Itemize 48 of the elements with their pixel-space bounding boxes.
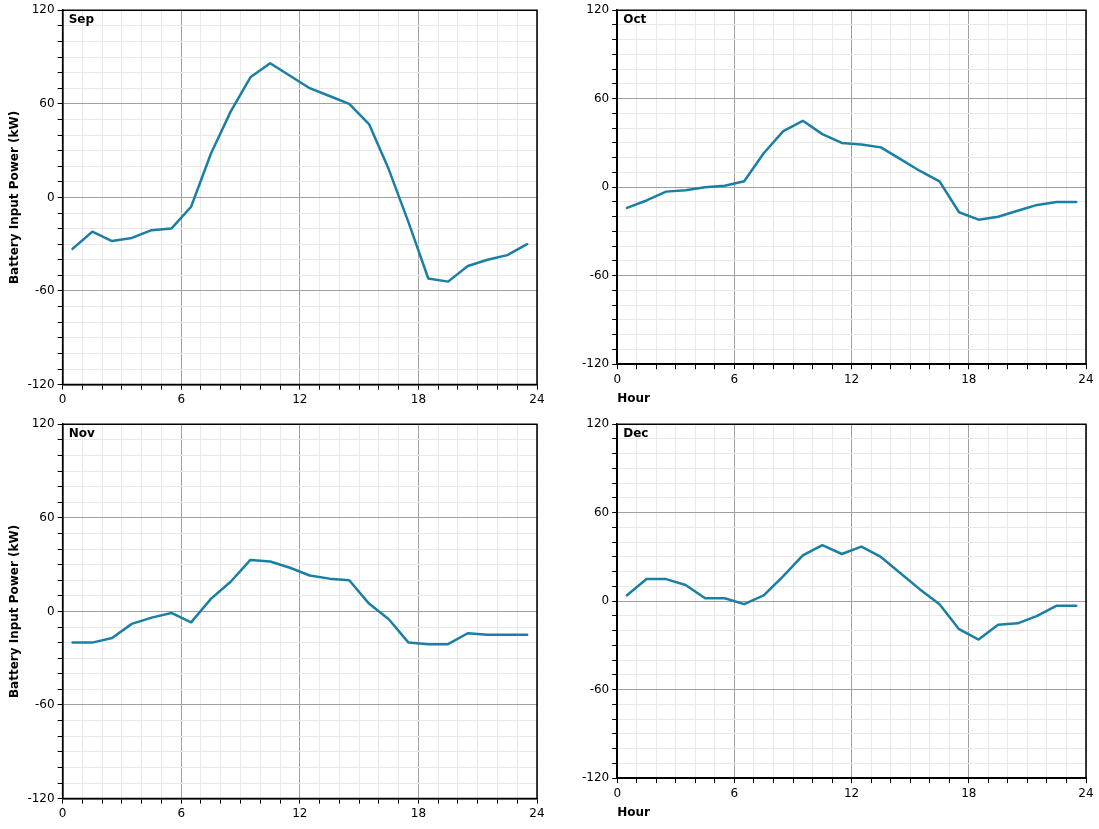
y-tick-label: 60 <box>593 504 610 519</box>
x-tick-label: 24 <box>1078 785 1094 800</box>
chart-title: Dec <box>623 426 649 441</box>
y-tick-label: 120 <box>31 2 55 17</box>
x-tick-label: 0 <box>58 805 67 820</box>
x-tick-label: 12 <box>292 391 308 406</box>
x-tick-label: 6 <box>177 805 186 820</box>
y-tick-label: -60 <box>589 681 610 696</box>
y-axis-title: Battery Input Power (kW) <box>7 110 22 285</box>
x-tick-label: 6 <box>177 391 186 406</box>
chart-title: Sep <box>68 12 95 27</box>
x-tick-label: 12 <box>843 371 860 386</box>
y-tick-label: -120 <box>27 376 55 391</box>
x-tick-label: 6 <box>730 785 739 800</box>
y-tick-label: -120 <box>27 790 55 805</box>
y-tick-label: -120 <box>582 770 610 785</box>
y-axis-title: Battery Input Power (kW) <box>7 524 22 699</box>
chart-title: Oct <box>623 12 647 27</box>
y-tick-label: 60 <box>593 90 610 105</box>
y-tick-label: 60 <box>39 95 55 110</box>
y-tick-label: -60 <box>589 267 610 282</box>
chart-title: Nov <box>68 426 95 441</box>
y-tick-label: 120 <box>31 416 55 431</box>
x-tick-label: 24 <box>529 805 545 820</box>
x-tick-label: 18 <box>410 805 427 820</box>
x-tick-label: 0 <box>613 785 622 800</box>
x-tick-label: 24 <box>529 391 545 406</box>
y-tick-label: 0 <box>601 179 610 194</box>
y-tick-label: 60 <box>39 509 55 524</box>
y-tick-label: 0 <box>46 603 55 618</box>
y-tick-label: 0 <box>46 189 55 204</box>
y-tick-label: -60 <box>35 283 55 298</box>
x-tick-label: 0 <box>58 391 67 406</box>
y-tick-label: -60 <box>35 697 55 712</box>
x-axis-title: Hour <box>617 804 651 819</box>
y-tick-label: 120 <box>586 416 610 431</box>
y-tick-label: 120 <box>586 2 610 17</box>
x-tick-label: 12 <box>843 785 860 800</box>
x-tick-label: 24 <box>1078 371 1094 386</box>
x-tick-label: 18 <box>961 371 977 386</box>
x-tick-label: 12 <box>292 805 308 820</box>
x-tick-label: 6 <box>730 371 739 386</box>
x-tick-label: 18 <box>410 391 427 406</box>
y-tick-label: -120 <box>582 356 610 371</box>
x-tick-label: 18 <box>961 785 977 800</box>
x-tick-label: 0 <box>613 371 622 386</box>
y-tick-label: 0 <box>601 593 610 608</box>
x-axis-title: Hour <box>617 390 651 405</box>
